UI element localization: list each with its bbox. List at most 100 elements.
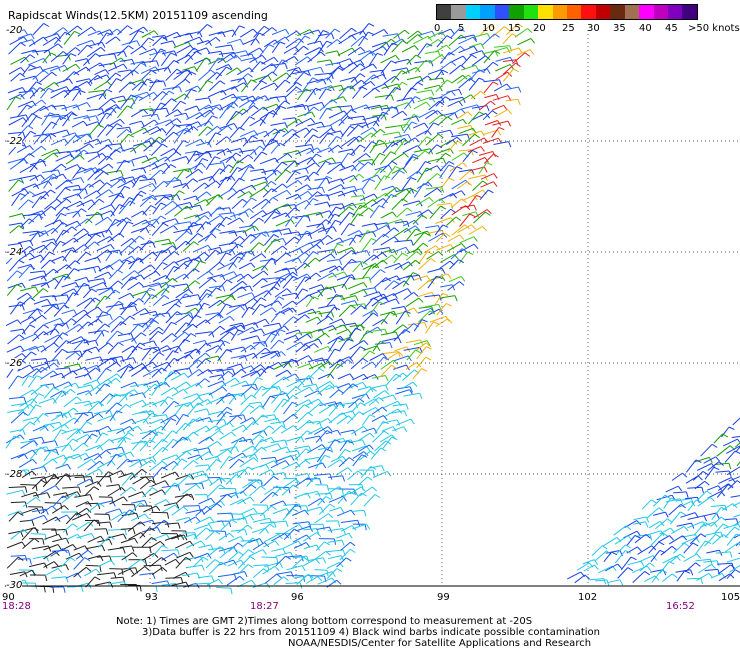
wind-barb-flag (23, 159, 29, 164)
wind-barb-flag (446, 35, 453, 40)
wind-barb (275, 369, 288, 377)
wind-barb (318, 503, 331, 515)
wind-barb-flag (368, 207, 374, 212)
wind-barb-flag (361, 261, 368, 266)
wind-barb (374, 222, 388, 226)
wind-barb (242, 297, 254, 307)
wind-barb (131, 367, 146, 377)
wind-barb-flag (348, 490, 355, 495)
wind-barb-flag (450, 244, 455, 250)
wind-barb (63, 382, 76, 389)
wind-barb-flag (658, 507, 664, 512)
wind-barb (176, 256, 189, 263)
wind-barb (469, 137, 485, 146)
wind-barb-flag (156, 114, 160, 121)
wind-barb (132, 476, 146, 485)
wind-barb (5, 435, 15, 449)
wind-barb (99, 358, 116, 361)
wind-barb-flag (29, 265, 36, 270)
wind-barb (61, 247, 74, 253)
wind-barb (436, 202, 451, 206)
wind-barb-flag (166, 108, 170, 115)
wind-barb (44, 219, 60, 228)
wind-barb (40, 132, 52, 144)
wind-barb (140, 287, 150, 300)
wind-barb-flag (232, 188, 238, 194)
wind-barb-flag (248, 549, 254, 554)
wind-barb (195, 464, 209, 467)
wind-barb (336, 85, 349, 99)
wind-barb-flag (97, 453, 103, 459)
wind-barb-flag (142, 399, 147, 406)
wind-barb (218, 51, 235, 55)
wind-barb-flag (27, 125, 34, 130)
wind-barb-flag (109, 314, 113, 321)
wind-barb-flag (367, 31, 374, 35)
wind-barb (96, 555, 110, 558)
wind-barb (297, 89, 314, 93)
wind-barb-flag (472, 36, 478, 43)
wind-barb (471, 189, 483, 198)
wind-barb-flag (419, 393, 423, 399)
wind-barb (326, 259, 340, 262)
wind-barb (264, 229, 280, 234)
wind-barb (314, 569, 328, 571)
wind-barb (151, 367, 162, 378)
wind-barb (30, 358, 46, 361)
wind-barb (228, 551, 240, 561)
wind-barb-flag (172, 200, 178, 206)
wind-barb-flag (240, 559, 245, 566)
wind-barb-flag (271, 138, 278, 142)
wind-barb-flag (99, 62, 105, 68)
wind-barb (220, 377, 236, 388)
wind-barb-flag (44, 191, 50, 197)
wind-barb (33, 298, 48, 305)
wind-barb (273, 36, 286, 46)
wind-barb-flag (176, 68, 183, 73)
wind-barb (148, 326, 159, 336)
wind-barb-flag (120, 170, 124, 177)
wind-barb (88, 281, 104, 289)
wind-barb-flag (67, 549, 71, 556)
wind-barb (184, 105, 197, 111)
wind-barb-flag (66, 273, 71, 280)
wind-barb (41, 112, 51, 126)
wind-barb-flag (278, 277, 282, 284)
wind-barb (283, 46, 296, 54)
wind-barb-flag (36, 81, 42, 85)
wind-barb-flag (403, 410, 408, 417)
wind-barb (307, 40, 321, 45)
wind-barb (107, 315, 121, 326)
wind-barb-flag (276, 169, 283, 175)
wind-barb-flag (145, 441, 149, 448)
wind-barb (449, 259, 459, 270)
wind-barb (340, 295, 356, 300)
wind-barb (402, 259, 416, 271)
wind-barb-flag (412, 272, 419, 276)
wind-barb (286, 341, 301, 351)
wind-barb-flag (199, 36, 204, 43)
wind-barb-flag (296, 81, 302, 87)
wind-barb-flag (347, 115, 353, 120)
wind-barb (182, 418, 194, 431)
wind-barb (108, 78, 117, 90)
wind-barb (327, 163, 341, 175)
wind-barb (88, 555, 101, 560)
wind-barb (173, 367, 190, 372)
wind-barb (671, 472, 683, 481)
wind-barb (471, 55, 486, 67)
wind-barb-flag (332, 404, 338, 410)
wind-barb (358, 31, 369, 47)
wind-barb (228, 230, 245, 234)
wind-barb (230, 354, 245, 359)
wind-barb (440, 254, 455, 263)
wind-barb (71, 120, 84, 128)
wind-barb-flag (292, 271, 298, 277)
wind-barb-flag (41, 210, 46, 217)
wind-barb (240, 335, 258, 341)
wind-barb-flag (205, 57, 211, 61)
wind-barb-flag (188, 353, 194, 360)
wind-barb (252, 278, 264, 288)
wind-barb (73, 566, 87, 578)
wind-barb-flag (22, 132, 26, 138)
